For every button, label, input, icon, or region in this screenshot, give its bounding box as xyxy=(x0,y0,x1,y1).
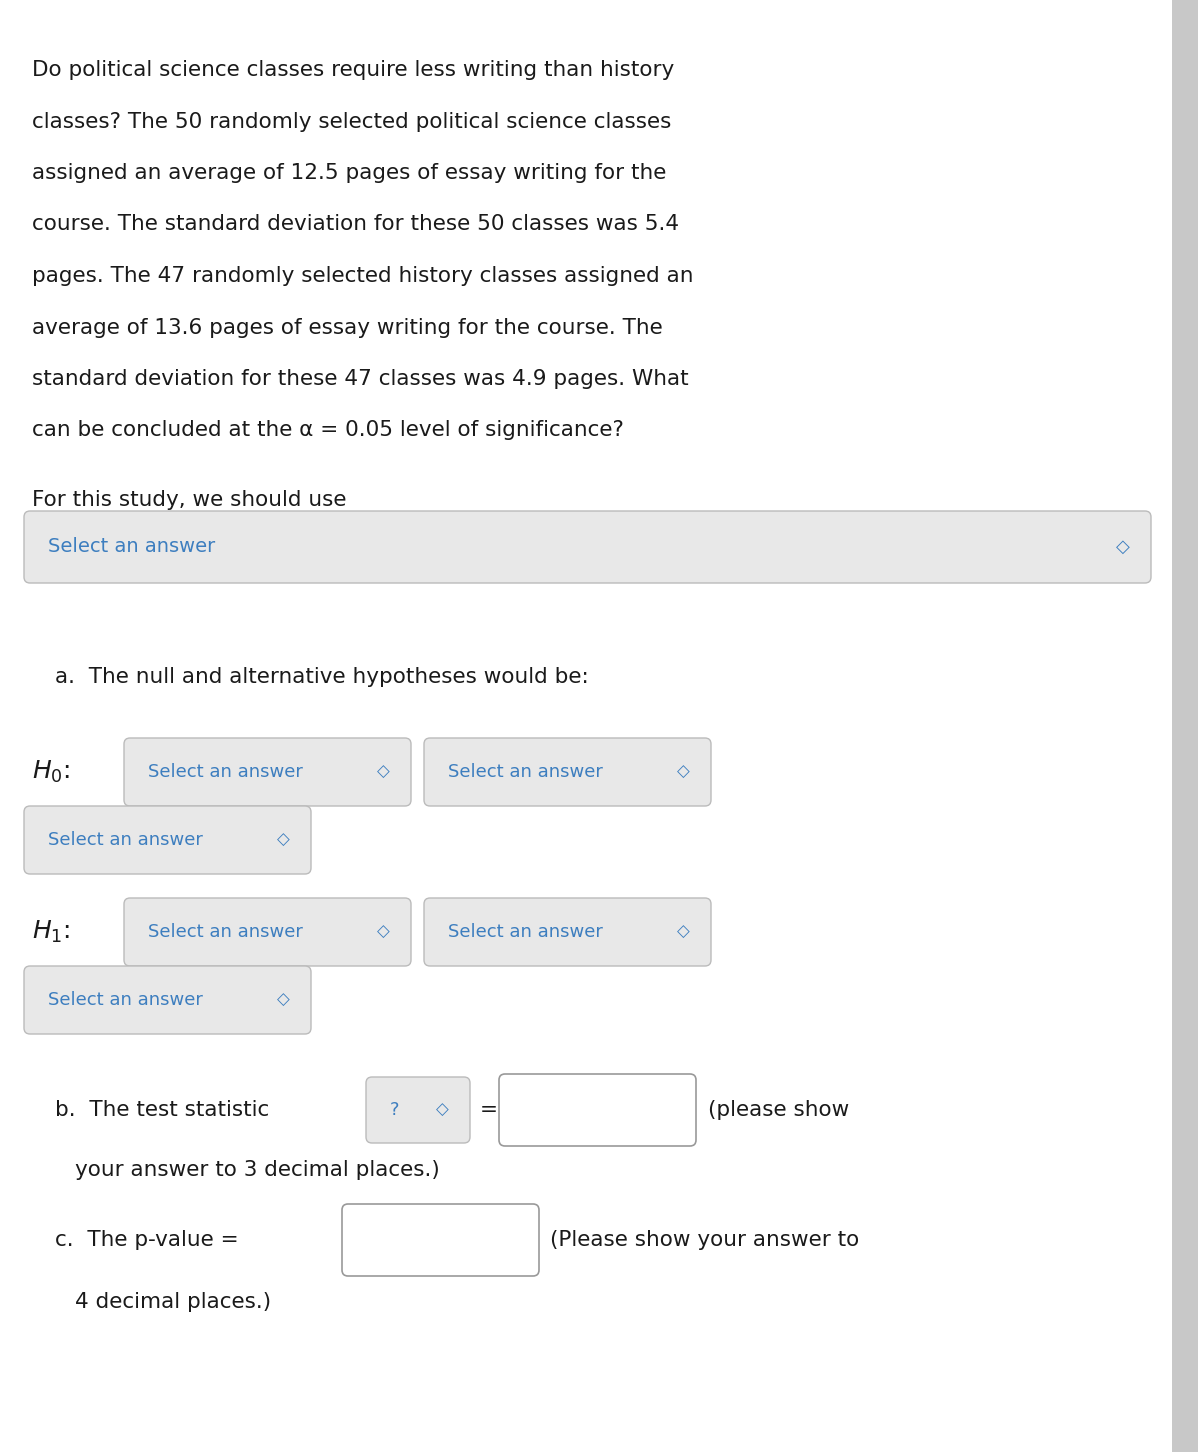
Text: classes? The 50 randomly selected political science classes: classes? The 50 randomly selected politi… xyxy=(32,112,671,132)
FancyBboxPatch shape xyxy=(424,897,710,966)
Text: assigned an average of 12.5 pages of essay writing for the: assigned an average of 12.5 pages of ess… xyxy=(32,163,666,183)
Text: ?: ? xyxy=(390,1101,400,1119)
FancyBboxPatch shape xyxy=(24,966,311,1034)
Text: Select an answer: Select an answer xyxy=(48,992,203,1009)
Text: 4 decimal places.): 4 decimal places.) xyxy=(74,1292,271,1313)
Text: your answer to 3 decimal places.): your answer to 3 decimal places.) xyxy=(74,1160,439,1180)
Text: pages. The 47 randomly selected history classes assigned an: pages. The 47 randomly selected history … xyxy=(32,266,694,286)
Text: a.  The null and alternative hypotheses would be:: a. The null and alternative hypotheses w… xyxy=(55,666,589,687)
Text: Select an answer: Select an answer xyxy=(48,831,203,849)
FancyBboxPatch shape xyxy=(424,738,710,806)
Text: ◇: ◇ xyxy=(277,831,290,849)
Text: ◇: ◇ xyxy=(437,1101,449,1119)
Text: Select an answer: Select an answer xyxy=(448,762,602,781)
Text: standard deviation for these 47 classes was 4.9 pages. What: standard deviation for these 47 classes … xyxy=(32,369,689,389)
FancyBboxPatch shape xyxy=(499,1074,696,1146)
Text: ◇: ◇ xyxy=(377,923,390,941)
FancyBboxPatch shape xyxy=(1172,0,1198,1452)
Text: course. The standard deviation for these 50 classes was 5.4: course. The standard deviation for these… xyxy=(32,215,679,235)
Text: ◇: ◇ xyxy=(677,923,690,941)
Text: Select an answer: Select an answer xyxy=(448,923,602,941)
FancyBboxPatch shape xyxy=(124,738,412,806)
Text: $H_0$:: $H_0$: xyxy=(32,759,70,786)
Text: Select an answer: Select an answer xyxy=(148,923,302,941)
FancyBboxPatch shape xyxy=(124,897,412,966)
FancyBboxPatch shape xyxy=(366,1077,470,1143)
FancyBboxPatch shape xyxy=(342,1204,539,1276)
Text: b.  The test statistic: b. The test statistic xyxy=(55,1101,269,1119)
Text: ◇: ◇ xyxy=(677,762,690,781)
Text: Select an answer: Select an answer xyxy=(148,762,302,781)
Text: Select an answer: Select an answer xyxy=(48,537,215,556)
Text: average of 13.6 pages of essay writing for the course. The: average of 13.6 pages of essay writing f… xyxy=(32,318,662,337)
Text: can be concluded at the α = 0.05 level of significance?: can be concluded at the α = 0.05 level o… xyxy=(32,421,624,440)
Text: ◇: ◇ xyxy=(277,992,290,1009)
Text: Do political science classes require less writing than history: Do political science classes require les… xyxy=(32,60,674,80)
Text: $H_1$:: $H_1$: xyxy=(32,919,70,945)
Text: (please show: (please show xyxy=(708,1101,850,1119)
Text: c.  The p-value =: c. The p-value = xyxy=(55,1230,239,1250)
FancyBboxPatch shape xyxy=(24,511,1151,584)
Text: For this study, we should use: For this study, we should use xyxy=(32,489,347,510)
Text: =: = xyxy=(480,1101,498,1119)
Text: ◇: ◇ xyxy=(1116,539,1130,556)
Text: ◇: ◇ xyxy=(377,762,390,781)
Text: (Please show your answer to: (Please show your answer to xyxy=(550,1230,859,1250)
FancyBboxPatch shape xyxy=(24,806,311,874)
